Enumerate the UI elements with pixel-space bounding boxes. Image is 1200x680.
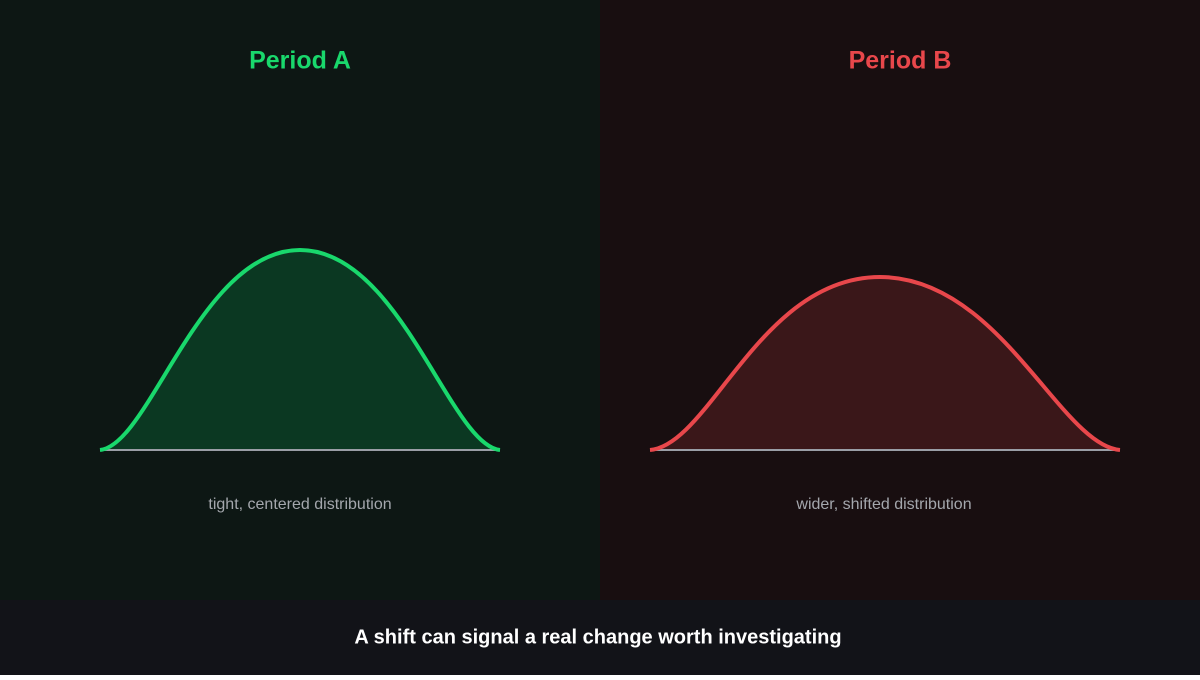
panel-caption: wider, shifted distribution: [795, 496, 971, 513]
curve: [649, 274, 1121, 452]
panel-title: Period B: [849, 47, 952, 75]
footer-text: A shift can signal a real change worth i…: [354, 626, 841, 648]
panel-title: Period A: [249, 47, 351, 75]
panel-caption: tight, centered distribution: [208, 496, 391, 513]
curve: [99, 247, 501, 452]
curve-fill: [100, 250, 500, 450]
curve-fill: [650, 277, 1120, 450]
footer-background: [0, 600, 1200, 675]
